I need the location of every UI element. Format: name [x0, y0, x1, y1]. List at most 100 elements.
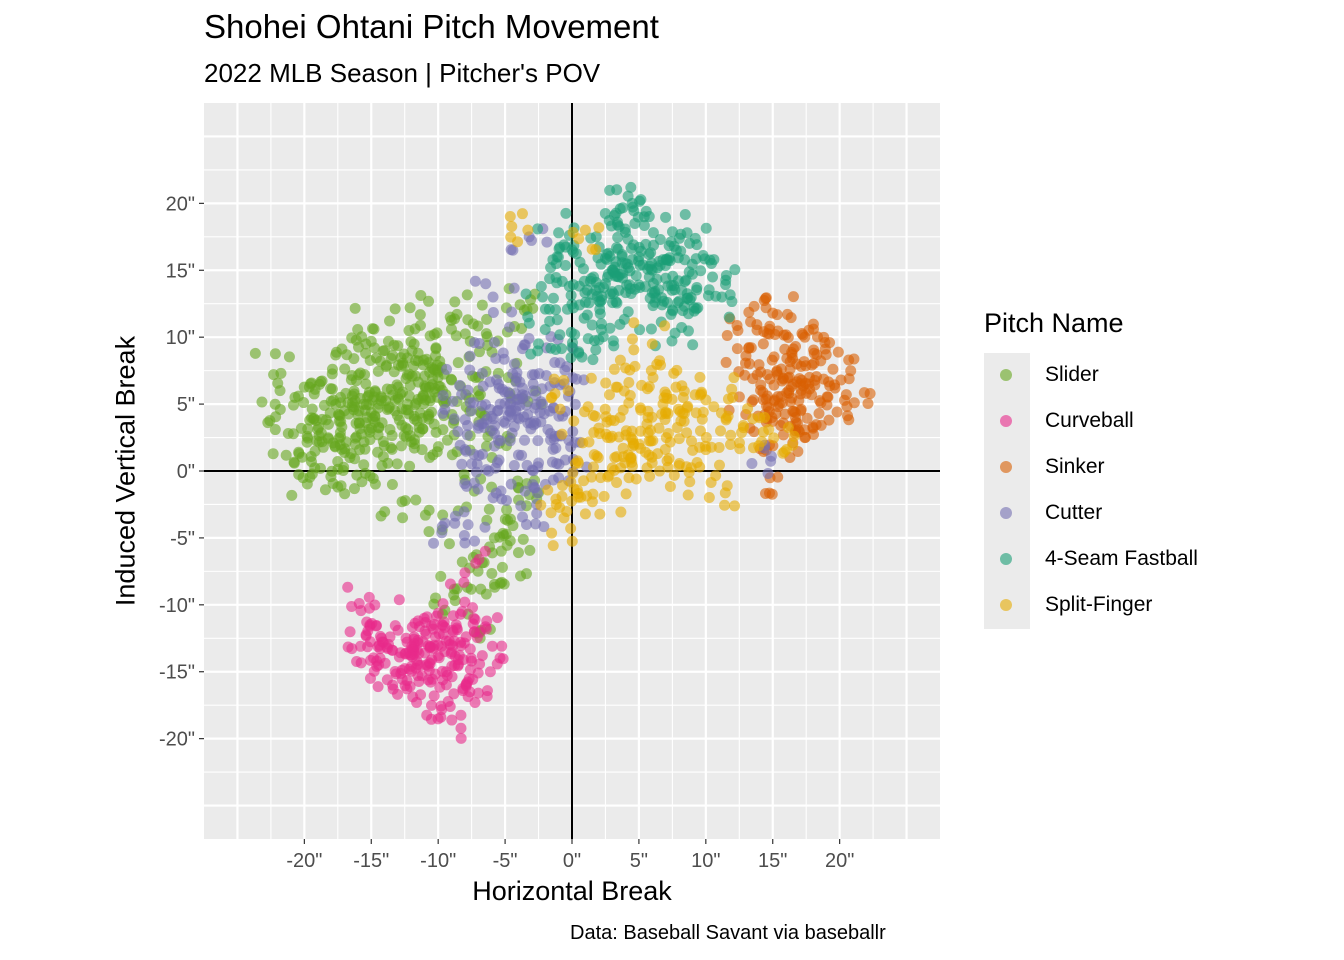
point-4-seam-fastball — [611, 184, 623, 196]
point-sinker — [768, 351, 780, 363]
point-split-finger — [634, 402, 646, 414]
point-split-finger — [585, 372, 597, 384]
point-4-seam-fastball — [640, 238, 652, 250]
point-slider — [309, 462, 321, 474]
point-4-seam-fastball — [565, 351, 577, 363]
point-sinker — [760, 393, 772, 405]
points-layer — [249, 181, 876, 744]
point-split-finger — [611, 381, 623, 393]
chart-caption: Data: Baseball Savant via baseballr — [570, 922, 886, 944]
point-split-finger — [668, 469, 680, 481]
point-slider — [481, 313, 493, 325]
point-curveball — [440, 679, 452, 691]
point-cutter — [523, 333, 535, 345]
point-split-finger — [557, 480, 569, 492]
point-slider — [256, 396, 268, 408]
point-cutter — [508, 460, 520, 472]
point-curveball — [399, 648, 411, 660]
point-split-finger — [588, 449, 600, 461]
point-split-finger — [556, 428, 568, 440]
legend-item-sinker: Sinker — [984, 445, 1105, 491]
y-tick-label: 15" — [166, 260, 195, 282]
point-4-seam-fastball — [532, 223, 544, 235]
point-cutter — [506, 427, 518, 439]
point-curveball — [372, 681, 384, 693]
point-curveball — [432, 713, 444, 725]
point-slider — [375, 510, 387, 522]
point-curveball — [476, 650, 488, 662]
point-split-finger — [659, 414, 671, 426]
point-slider — [417, 389, 429, 401]
legend-item-slider: Slider — [984, 353, 1099, 399]
point-split-finger — [620, 488, 632, 500]
point-split-finger — [715, 425, 727, 437]
point-split-finger — [729, 500, 741, 512]
point-slider — [388, 366, 400, 378]
point-cutter — [477, 380, 489, 392]
point-split-finger — [694, 371, 706, 383]
point-split-finger — [613, 431, 625, 443]
point-cutter — [506, 306, 518, 318]
y-tick-label: 20" — [166, 193, 195, 215]
point-slider — [308, 412, 320, 424]
point-cutter — [464, 364, 476, 376]
point-cutter — [569, 398, 581, 410]
point-cutter — [477, 448, 489, 460]
point-cutter — [531, 508, 543, 520]
point-split-finger — [606, 462, 618, 474]
point-split-finger — [719, 487, 731, 499]
point-sinker — [772, 471, 784, 483]
point-4-seam-fastball — [673, 295, 685, 307]
point-curveball — [346, 600, 358, 612]
point-4-seam-fastball — [586, 319, 598, 331]
point-slider — [335, 480, 347, 492]
point-cutter — [447, 395, 459, 407]
point-4-seam-fastball — [554, 329, 566, 341]
point-curveball — [479, 621, 491, 633]
point-sinker — [801, 412, 813, 424]
point-4-seam-fastball — [566, 337, 578, 349]
point-split-finger — [558, 374, 570, 386]
point-split-finger — [579, 224, 591, 236]
point-slider — [486, 568, 498, 580]
point-curveball — [472, 687, 484, 699]
point-slider — [293, 469, 305, 481]
point-split-finger — [778, 446, 790, 458]
point-curveball — [421, 611, 433, 623]
point-sinker — [858, 387, 870, 399]
point-cutter — [567, 426, 579, 438]
point-slider — [349, 302, 361, 314]
point-curveball — [436, 665, 448, 677]
point-split-finger — [660, 432, 672, 444]
point-split-finger — [567, 467, 579, 479]
point-split-finger — [725, 429, 737, 441]
point-slider — [516, 323, 528, 335]
point-curveball — [494, 652, 506, 664]
point-curveball — [407, 691, 419, 703]
point-slider — [280, 449, 292, 461]
point-slider — [502, 514, 514, 526]
point-slider — [346, 332, 358, 344]
point-slider — [274, 385, 286, 397]
point-split-finger — [594, 508, 606, 520]
point-sinker — [787, 378, 799, 390]
point-split-finger — [673, 433, 685, 445]
point-cutter — [458, 529, 470, 541]
point-4-seam-fastball — [622, 233, 634, 245]
point-split-finger — [641, 383, 653, 395]
point-4-seam-fastball — [629, 217, 641, 229]
point-sinker — [862, 397, 874, 409]
point-split-finger — [713, 441, 725, 453]
point-4-seam-fastball — [618, 313, 630, 325]
point-curveball — [382, 643, 394, 655]
point-split-finger — [624, 364, 636, 376]
point-cutter — [521, 459, 533, 471]
point-cutter — [517, 511, 529, 523]
point-curveball — [427, 623, 439, 635]
point-split-finger — [644, 470, 656, 482]
point-sinker — [799, 431, 811, 443]
point-split-finger — [550, 498, 562, 510]
point-sinker — [739, 369, 751, 381]
point-slider — [448, 589, 460, 601]
point-curveball — [444, 578, 456, 590]
